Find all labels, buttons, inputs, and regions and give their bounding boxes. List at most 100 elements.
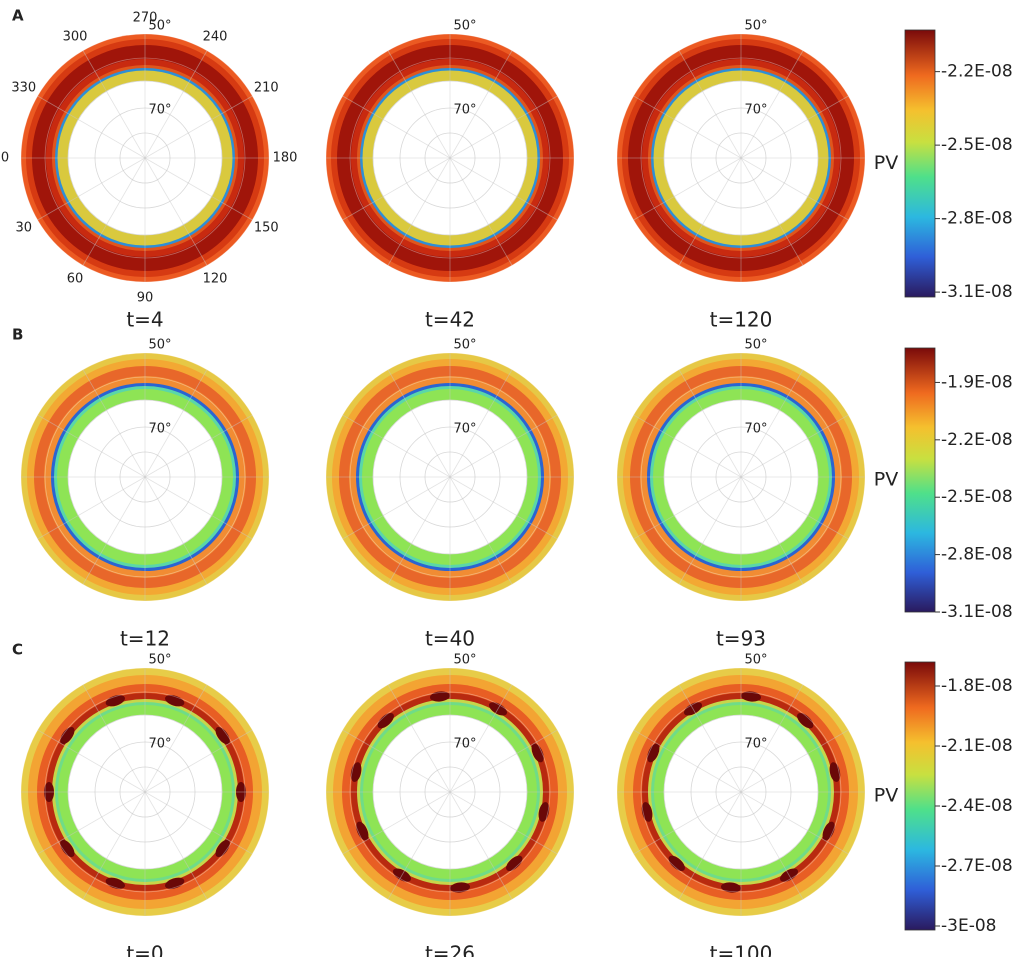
grid-spoke xyxy=(449,791,513,900)
grid-spoke xyxy=(82,369,146,478)
pv-anomaly xyxy=(506,855,523,871)
colorbar-tick-label: -2.8E-08 xyxy=(941,209,1013,229)
grid-spoke xyxy=(633,476,742,540)
grid-spoke xyxy=(740,157,849,221)
grid-spoke xyxy=(449,684,513,793)
pv-anomaly xyxy=(215,726,230,745)
grid-spoke xyxy=(387,684,451,793)
grid-spoke xyxy=(740,157,804,266)
colorbar-tick-label: -2.2E-08 xyxy=(941,430,1013,450)
grid-spoke xyxy=(740,95,849,159)
grid-spoke xyxy=(633,729,742,793)
lat-label: 50° xyxy=(148,19,171,34)
grid-spoke xyxy=(387,791,451,900)
pv-anomaly xyxy=(668,855,685,871)
lon-label: 270 xyxy=(133,11,158,26)
pv-anomaly xyxy=(356,821,369,841)
polar-plot xyxy=(616,33,866,283)
pv-anomaly xyxy=(60,839,75,858)
grid-spoke xyxy=(342,791,451,855)
colorbar xyxy=(904,347,936,613)
lat-label: 50° xyxy=(453,653,476,668)
grid-spoke xyxy=(740,414,849,478)
lat-label: 50° xyxy=(744,338,767,353)
pv-anomaly xyxy=(450,882,470,893)
grid-spoke xyxy=(449,369,513,478)
colorbar xyxy=(904,29,936,298)
grid-spoke xyxy=(144,157,253,221)
lat-label: 50° xyxy=(148,338,171,353)
lon-label: 330 xyxy=(11,81,36,96)
time-label: t=40 xyxy=(425,627,475,651)
lon-label: 0 xyxy=(1,151,9,166)
lat-label: 50° xyxy=(148,653,171,668)
grid-spoke xyxy=(82,791,146,900)
polar-plot xyxy=(20,352,270,602)
lat-label: 50° xyxy=(744,19,767,34)
pv-anomaly xyxy=(531,743,544,763)
lon-label: 30 xyxy=(15,221,32,236)
grid-spoke xyxy=(633,157,742,221)
grid-spoke xyxy=(740,476,849,540)
lat-label: 70° xyxy=(453,103,476,118)
polar-plot xyxy=(616,352,866,602)
grid-spoke xyxy=(740,791,804,900)
grid-spoke xyxy=(633,95,742,159)
grid-spoke xyxy=(449,476,558,540)
colorbar-tick-label: -3E-08 xyxy=(941,916,996,936)
lat-label: 70° xyxy=(148,103,171,118)
grid-spoke xyxy=(740,476,804,585)
colorbar-tick-label: -1.8E-08 xyxy=(941,676,1013,696)
pv-anomaly xyxy=(165,877,185,889)
lat-label: 70° xyxy=(744,422,767,437)
time-label: t=4 xyxy=(126,308,163,332)
colorbar-tick-label: -2.4E-08 xyxy=(941,796,1013,816)
time-label: t=93 xyxy=(716,627,766,651)
grid-spoke xyxy=(342,414,451,478)
colorbar-label: PV xyxy=(874,152,898,174)
grid-spoke xyxy=(740,729,849,793)
polar-plot xyxy=(616,667,866,917)
colorbar-tick-label: -2.7E-08 xyxy=(941,856,1013,876)
grid-spoke xyxy=(37,791,146,855)
grid-spoke xyxy=(678,476,742,585)
grid-spoke xyxy=(37,729,146,793)
grid-spoke xyxy=(144,476,253,540)
pv-anomaly xyxy=(647,743,660,763)
time-label: t=120 xyxy=(710,308,773,332)
lon-label: 60 xyxy=(67,272,84,287)
colorbar-label: PV xyxy=(874,785,898,807)
lat-label: 70° xyxy=(148,737,171,752)
time-label: t=12 xyxy=(120,627,170,651)
pv-anomaly xyxy=(60,726,75,745)
lon-label: 120 xyxy=(203,272,228,287)
polar-plot xyxy=(20,33,270,283)
pv-anomaly xyxy=(430,691,450,702)
pv-anomaly xyxy=(641,802,653,822)
grid-spoke xyxy=(740,791,849,855)
colorbar-tick-label: -3.1E-08 xyxy=(941,282,1013,302)
lon-label: 210 xyxy=(254,81,279,96)
panel-label: B xyxy=(12,326,23,344)
pv-anomaly xyxy=(741,691,761,702)
lat-label: 70° xyxy=(453,737,476,752)
grid-spoke xyxy=(678,791,742,900)
colorbar xyxy=(904,661,936,931)
grid-spoke xyxy=(342,95,451,159)
grid-spoke xyxy=(82,50,146,159)
grid-spoke xyxy=(740,684,804,793)
polar-plot xyxy=(325,33,575,283)
lat-label: 70° xyxy=(744,737,767,752)
grid-spoke xyxy=(342,476,451,540)
colorbar-tick-label: -2.5E-08 xyxy=(941,135,1013,155)
panel-label: A xyxy=(12,7,24,25)
panel-label: C xyxy=(12,641,23,659)
colorbar-tick-label: -3.1E-08 xyxy=(941,602,1013,622)
grid-spoke xyxy=(449,791,558,855)
lon-label: 240 xyxy=(203,29,228,44)
grid-spoke xyxy=(342,157,451,221)
pv-anomaly xyxy=(105,695,125,707)
grid-spoke xyxy=(449,50,513,159)
pv-anomaly xyxy=(105,877,125,889)
lat-label: 70° xyxy=(453,422,476,437)
